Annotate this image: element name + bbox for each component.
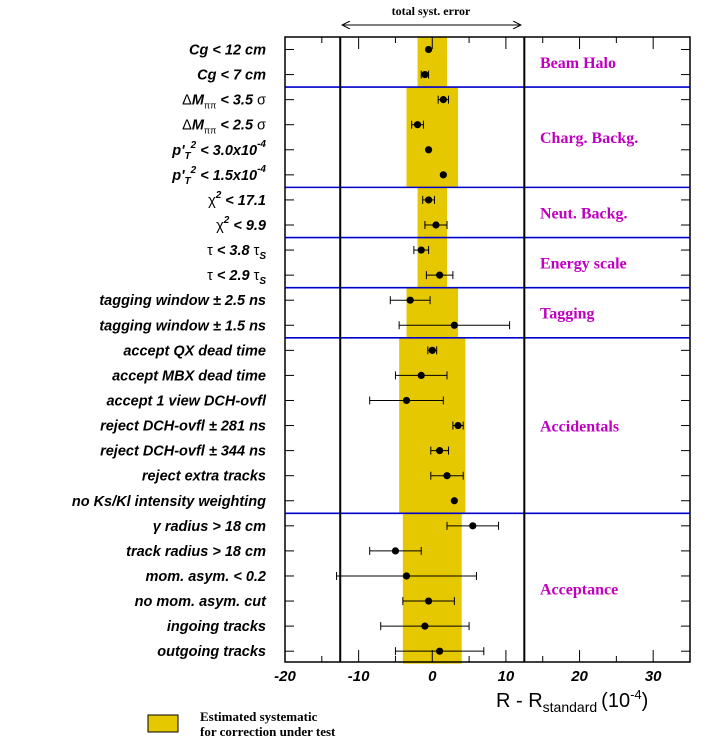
group-label: Neut. Backg.	[540, 205, 628, 222]
data-point	[439, 96, 447, 104]
row-label: ΔMππ < 3.5 σ	[182, 93, 266, 111]
group-label: Beam Halo	[540, 55, 616, 72]
row-label: ΔMππ < 2.5 σ	[182, 118, 266, 136]
group-label: Accidentals	[540, 419, 619, 436]
row-label: τ < 2.9 τS	[207, 268, 266, 287]
data-point	[439, 171, 447, 179]
x-axis-title-unit-exp: -4	[630, 687, 642, 702]
group-separators	[285, 86, 690, 515]
data-point	[450, 497, 458, 505]
data-points	[336, 45, 511, 656]
row-label: χ2 < 17.1	[208, 190, 266, 209]
x-tick-label: -10	[348, 668, 370, 685]
data-point	[469, 522, 477, 530]
row-label: tagging window ± 1.5 ns	[99, 318, 266, 334]
systematic-bands	[399, 37, 466, 664]
x-axis-title-main: R - R	[496, 690, 543, 712]
row-label: accept 1 view DCH-ovfl	[106, 393, 267, 409]
data-point	[436, 271, 444, 279]
x-tick-label: 0	[428, 668, 437, 685]
data-point	[417, 246, 425, 254]
row-label: mom. asym. < 0.2	[146, 569, 267, 585]
row-label: Cg < 7 cm	[197, 68, 266, 84]
data-point	[421, 622, 429, 630]
data-point	[406, 296, 414, 304]
data-point	[424, 146, 433, 154]
data-point	[424, 45, 433, 54]
data-point	[436, 447, 444, 455]
group-labels: Beam Halo Charg. Backg. Neut. Backg. Energy…	[540, 55, 638, 598]
row-label: tagging window ± 2.5 ns	[99, 293, 266, 309]
x-tick-label: 10	[498, 668, 515, 685]
row-label: ingoing tracks	[167, 619, 266, 635]
band-charg-backg	[406, 87, 459, 188]
group-label: Tagging	[540, 306, 595, 323]
row-labels: Cg < 12 cm Cg < 7 cm ΔMππ < 3.5 σ ΔMππ < 2.…	[72, 43, 267, 661]
data-point	[413, 121, 422, 129]
row-label: γ radius > 18 cm	[153, 519, 266, 535]
row-label: χ2 < 9.9	[216, 215, 266, 234]
x-axis-title-unit-close: )	[642, 690, 649, 712]
axis-ticks	[284, 37, 691, 662]
x-axis-title: R - Rstandard (10-4)	[496, 687, 648, 715]
row-label: accept QX dead time	[123, 343, 266, 359]
row-label: track radius > 18 cm	[126, 544, 266, 560]
x-axis-title-unit: (10	[601, 690, 630, 712]
group-label: Energy scale	[540, 256, 627, 273]
data-point	[436, 647, 444, 655]
row-label: p'T2 < 1.5x10-4	[171, 164, 266, 187]
band-energy-scale	[417, 237, 447, 288]
data-point	[424, 597, 433, 605]
row-label: outgoing tracks	[157, 644, 266, 660]
data-point	[391, 547, 400, 555]
band-tagging	[406, 287, 459, 338]
row-label: reject DCH-ovfl ± 344 ns	[100, 444, 266, 460]
x-tick-label: 20	[570, 668, 588, 685]
row-label: reject DCH-ovfl ± 281 ns	[100, 419, 266, 435]
total-syst-error-label: total syst. error	[392, 4, 471, 18]
row-label: p'T2 < 3.0x10-4	[171, 139, 266, 162]
group-label: Acceptance	[540, 582, 618, 599]
row-label: reject extra tracks	[142, 469, 266, 485]
data-point	[417, 371, 425, 380]
band-acceptance	[402, 513, 462, 664]
x-axis-title-sub: standard	[543, 699, 597, 715]
band-neut-backg	[417, 187, 447, 238]
row-label: τ < 3.8 τS	[207, 243, 266, 262]
legend-line-2: for correction under test	[200, 724, 336, 739]
x-tick-label: -20	[274, 668, 296, 685]
data-point	[432, 221, 440, 229]
legend-line-1: Estimated systematic	[200, 709, 318, 724]
plot-frame	[284, 36, 691, 663]
total-syst-error-lines	[339, 37, 526, 662]
row-label: no mom. asym. cut	[135, 594, 268, 610]
data-point	[454, 421, 462, 430]
data-point	[424, 196, 433, 204]
group-label: Charg. Backg.	[540, 130, 638, 147]
x-tick-label: 30	[645, 668, 662, 685]
legend-swatch	[147, 714, 179, 733]
row-label: Cg < 12 cm	[189, 43, 266, 59]
data-point	[421, 70, 429, 79]
row-label: accept MBX dead time	[112, 368, 266, 384]
data-point	[402, 572, 411, 580]
data-point	[450, 321, 458, 329]
data-point	[443, 472, 451, 480]
row-label: no Ks/Kl intensity weighting	[72, 494, 266, 510]
data-point	[402, 396, 411, 405]
data-point	[428, 346, 436, 354]
x-tick-labels: -20 -10 0 10 20 30	[274, 668, 662, 685]
